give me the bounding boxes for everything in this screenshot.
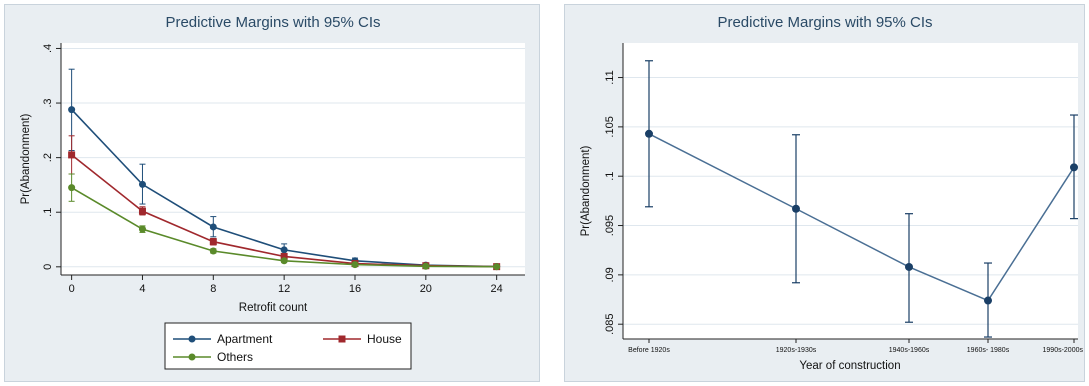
data-point — [209, 238, 217, 246]
data-point — [493, 263, 501, 271]
x-tick-label: Before 1920s — [628, 347, 670, 354]
data-point — [984, 296, 992, 305]
y-tick-label: .11 — [604, 70, 616, 84]
series-main — [645, 60, 1078, 338]
plot-area — [623, 43, 1078, 339]
y-axis-label: Pr(Abandonment) — [20, 113, 32, 204]
data-point — [209, 247, 217, 255]
x-tick-label: 4 — [139, 283, 145, 295]
data-point — [68, 184, 76, 192]
y-tick-label: .095 — [604, 215, 616, 236]
x-tick-label: 1960s- 1980s — [967, 347, 1010, 354]
chart-title: Predictive Margins with 95% CIs — [717, 14, 932, 31]
data-point — [280, 246, 288, 254]
y-ticks: .085 .09 .095 .1 .105 .11 — [604, 70, 623, 335]
legend-entry-others: Others — [173, 350, 253, 364]
x-tick-label: 1990s-2000s — [1043, 347, 1084, 354]
x-axis-label: Year of construction — [799, 360, 900, 372]
data-point — [645, 129, 653, 138]
data-point — [351, 261, 359, 269]
y-tick-label: 0 — [42, 264, 54, 270]
data-point — [792, 204, 800, 213]
legend-box — [164, 322, 412, 370]
data-point — [905, 262, 913, 271]
data-point — [1070, 163, 1078, 172]
data-point — [138, 207, 146, 215]
series-others — [68, 173, 501, 271]
x-tick-label: 20 — [420, 283, 432, 295]
legend-marker — [188, 335, 196, 343]
x-axis-label: Retrofit count — [239, 302, 308, 314]
retrofit-chart-svg: Predictive Margins with 95% CIs 0 .1 .2 .3.… — [20, 14, 525, 370]
y-ticks: 0 .1 .2 .3 .4 — [42, 44, 61, 270]
x-tick-label: 8 — [210, 283, 216, 295]
y-tick-label: .09 — [604, 267, 616, 282]
grid-lines — [623, 77, 1078, 325]
x-tick-label: 1920s-1930s — [776, 347, 817, 354]
legend-label: Others — [217, 350, 253, 364]
data-point — [209, 223, 217, 231]
legend-entry-apartment: Apartment — [173, 332, 273, 346]
data-point — [68, 106, 76, 114]
y-tick-label: .1 — [604, 172, 616, 181]
y-tick-label: .1 — [42, 208, 54, 217]
x-ticks: 0 4 8 12 16 20 24 — [69, 275, 503, 295]
x-tick-label: 0 — [69, 283, 75, 295]
data-point — [68, 151, 76, 159]
legend-entry-house: House — [323, 332, 402, 346]
data-point — [280, 252, 288, 260]
chart-title: Predictive Margins with 95% CIs — [165, 14, 380, 31]
chart-panel-construction: Predictive Margins with 95% CIs .085 .09.… — [564, 4, 1085, 382]
y-tick-label: .3 — [42, 98, 54, 107]
x-tick-label: 24 — [491, 283, 503, 295]
y-tick-label: .085 — [604, 313, 616, 334]
data-point — [280, 257, 288, 265]
data-point — [138, 180, 146, 188]
chart-panel-retrofit: Predictive Margins with 95% CIs 0 .1 .2 .3.… — [4, 4, 540, 382]
x-ticks: Before 1920s 1920s-1930s 1940s-1960s 1960s-… — [628, 339, 1083, 354]
legend-label: Apartment — [217, 332, 273, 346]
data-point — [138, 225, 146, 233]
x-tick-label: 1940s-1960s — [889, 347, 930, 354]
y-tick-label: .4 — [42, 44, 54, 53]
data-point — [422, 262, 430, 270]
x-tick-label: 12 — [278, 283, 290, 295]
x-tick-label: 16 — [349, 283, 361, 295]
y-tick-label: .105 — [604, 116, 616, 137]
legend-label: House — [367, 332, 402, 346]
y-axis-label: Pr(Abandonment) — [580, 145, 592, 236]
construction-chart-svg: Predictive Margins with 95% CIs .085 .09.… — [580, 14, 1083, 372]
plot-area — [61, 43, 525, 275]
legend-marker — [188, 353, 196, 361]
series-group — [645, 60, 1078, 338]
series-group — [68, 68, 501, 271]
legend: Apartment House Others — [164, 322, 412, 370]
y-tick-label: .2 — [42, 153, 54, 162]
legend-marker — [338, 335, 346, 343]
